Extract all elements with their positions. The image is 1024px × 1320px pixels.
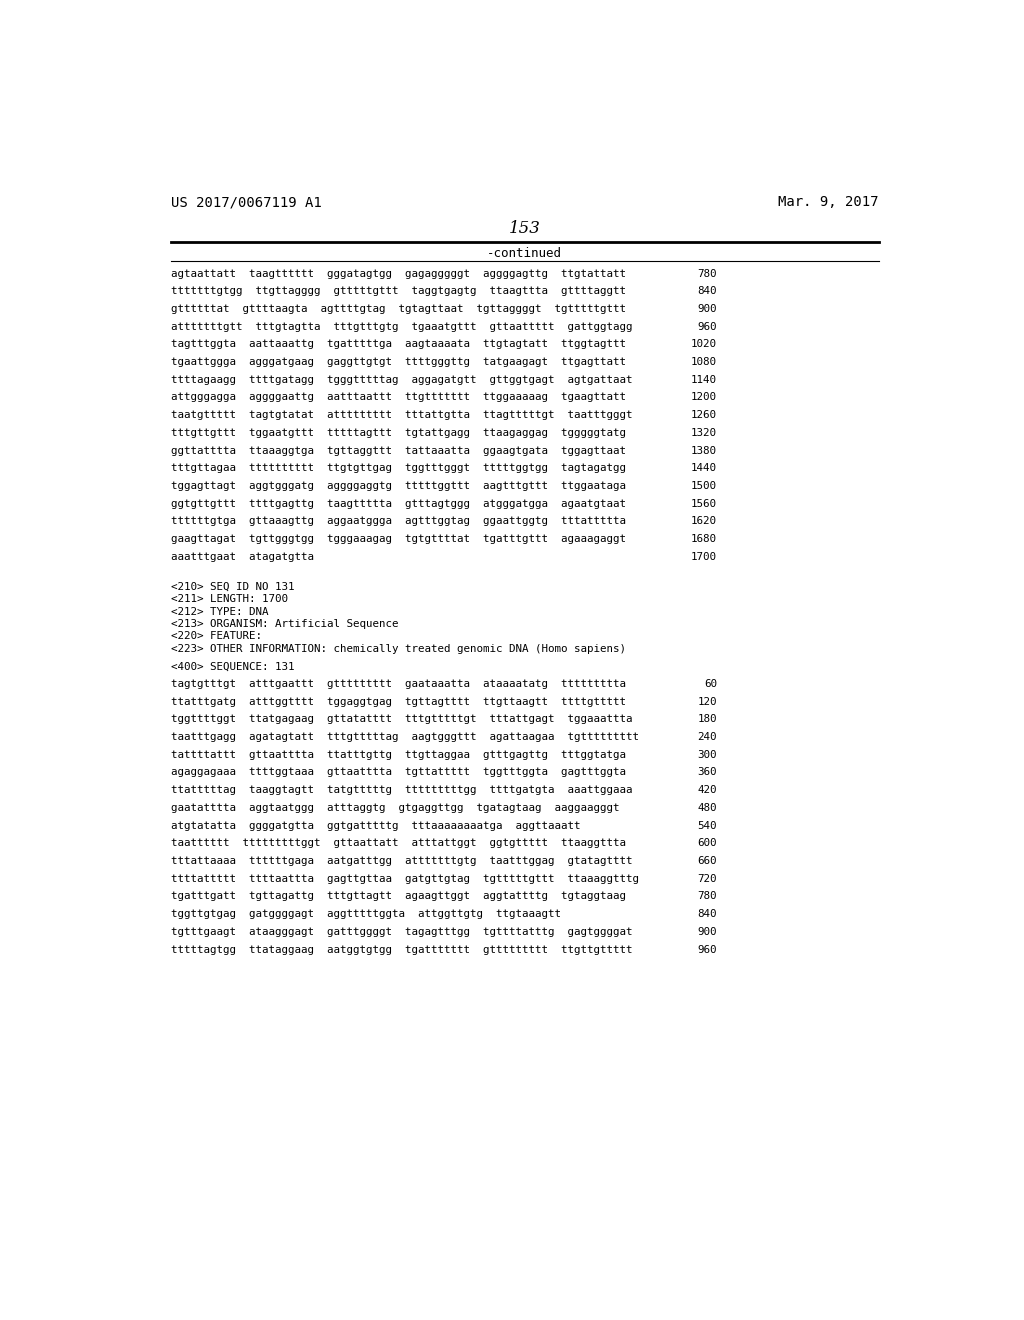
Text: 60: 60 bbox=[705, 678, 717, 689]
Text: 420: 420 bbox=[697, 785, 717, 795]
Text: ttttttgtga  gttaaagttg  aggaatggga  agtttggtag  ggaattggtg  tttattttta: ttttttgtga gttaaagttg aggaatggga agtttgg… bbox=[171, 516, 626, 527]
Text: tttgttagaa  tttttttttt  ttgtgttgag  tggtttgggt  tttttggtgg  tagtagatgg: tttgttagaa tttttttttt ttgtgttgag tggtttg… bbox=[171, 463, 626, 474]
Text: 960: 960 bbox=[697, 945, 717, 954]
Text: 1560: 1560 bbox=[691, 499, 717, 508]
Text: 1140: 1140 bbox=[691, 375, 717, 384]
Text: 1380: 1380 bbox=[691, 446, 717, 455]
Text: tagtttggta  aattaaattg  tgatttttga  aagtaaaata  ttgtagtatt  ttggtagttt: tagtttggta aattaaattg tgatttttga aagtaaa… bbox=[171, 339, 626, 350]
Text: taatttttt  tttttttttggt  gttaattatt  atttattggt  ggtgttttt  ttaaggttta: taatttttt tttttttttggt gttaattatt atttat… bbox=[171, 838, 626, 849]
Text: <210> SEQ ID NO 131: <210> SEQ ID NO 131 bbox=[171, 582, 294, 591]
Text: <400> SEQUENCE: 131: <400> SEQUENCE: 131 bbox=[171, 663, 294, 672]
Text: ggtgttgttt  ttttgagttg  taagttttta  gtttagtggg  atgggatgga  agaatgtaat: ggtgttgttt ttttgagttg taagttttta gtttagt… bbox=[171, 499, 626, 508]
Text: ttatttgatg  atttggtttt  tggaggtgag  tgttagtttt  ttgttaagtt  ttttgttttt: ttatttgatg atttggtttt tggaggtgag tgttagt… bbox=[171, 697, 626, 706]
Text: 180: 180 bbox=[697, 714, 717, 725]
Text: taatgttttt  tagtgtatat  attttttttt  tttattgtta  ttagtttttgt  taatttgggt: taatgttttt tagtgtatat attttttttt tttattg… bbox=[171, 411, 632, 420]
Text: tttattaaaa  ttttttgaga  aatgatttgg  atttttttgtg  taatttggag  gtatagtttt: tttattaaaa ttttttgaga aatgatttgg atttttt… bbox=[171, 855, 632, 866]
Text: 720: 720 bbox=[697, 874, 717, 883]
Text: 840: 840 bbox=[697, 909, 717, 919]
Text: 153: 153 bbox=[509, 220, 541, 238]
Text: tgtttgaagt  ataagggagt  gatttggggt  tagagtttgg  tgttttatttg  gagtggggat: tgtttgaagt ataagggagt gatttggggt tagagtt… bbox=[171, 927, 632, 937]
Text: 300: 300 bbox=[697, 750, 717, 760]
Text: 1200: 1200 bbox=[691, 392, 717, 403]
Text: 120: 120 bbox=[697, 697, 717, 706]
Text: tattttattt  gttaatttta  ttatttgttg  ttgttaggaa  gtttgagttg  tttggtatga: tattttattt gttaatttta ttatttgttg ttgttag… bbox=[171, 750, 626, 760]
Text: 660: 660 bbox=[697, 855, 717, 866]
Text: 1440: 1440 bbox=[691, 463, 717, 474]
Text: tgaattggga  agggatgaag  gaggttgtgt  ttttgggttg  tatgaagagt  ttgagttatt: tgaattggga agggatgaag gaggttgtgt ttttggg… bbox=[171, 358, 626, 367]
Text: tggagttagt  aggtgggatg  aggggaggtg  tttttggttt  aagtttgttt  ttggaataga: tggagttagt aggtgggatg aggggaggtg tttttgg… bbox=[171, 480, 626, 491]
Text: <220> FEATURE:: <220> FEATURE: bbox=[171, 631, 261, 642]
Text: tttttttgtgg  ttgttagggg  gtttttgttt  taggtgagtg  ttaagttta  gttttaggtt: tttttttgtgg ttgttagggg gtttttgttt taggtg… bbox=[171, 286, 626, 296]
Text: <213> ORGANISM: Artificial Sequence: <213> ORGANISM: Artificial Sequence bbox=[171, 619, 398, 628]
Text: tggttgtgag  gatggggagt  aggtttttggta  attggttgtg  ttgtaaagtt: tggttgtgag gatggggagt aggtttttggta attgg… bbox=[171, 909, 560, 919]
Text: 1680: 1680 bbox=[691, 535, 717, 544]
Text: 480: 480 bbox=[697, 803, 717, 813]
Text: ggttatttta  ttaaaggtga  tgttaggttt  tattaaatta  ggaagtgata  tggagttaat: ggttatttta ttaaaggtga tgttaggttt tattaaa… bbox=[171, 446, 626, 455]
Text: ttttagaagg  ttttgatagg  tgggtttttag  aggagatgtt  gttggtgagt  agtgattaat: ttttagaagg ttttgatagg tgggtttttag aggaga… bbox=[171, 375, 632, 384]
Text: ttatttttag  taaggtagtt  tatgtttttg  tttttttttgg  ttttgatgta  aaattggaaa: ttatttttag taaggtagtt tatgtttttg ttttttt… bbox=[171, 785, 632, 795]
Text: <223> OTHER INFORMATION: chemically treated genomic DNA (Homo sapiens): <223> OTHER INFORMATION: chemically trea… bbox=[171, 644, 626, 653]
Text: 1020: 1020 bbox=[691, 339, 717, 350]
Text: gaagttagat  tgttgggtgg  tgggaaagag  tgtgttttat  tgatttgttt  agaaagaggt: gaagttagat tgttgggtgg tgggaaagag tgtgttt… bbox=[171, 535, 626, 544]
Text: 1700: 1700 bbox=[691, 552, 717, 562]
Text: tttgttgttt  tggaatgttt  tttttagttt  tgtattgagg  ttaagaggag  tgggggtatg: tttgttgttt tggaatgttt tttttagttt tgtattg… bbox=[171, 428, 626, 438]
Text: agtaattatt  taagtttttt  gggatagtgg  gagagggggt  aggggagttg  ttgtattatt: agtaattatt taagtttttt gggatagtgg gagaggg… bbox=[171, 268, 626, 279]
Text: 780: 780 bbox=[697, 891, 717, 902]
Text: 1500: 1500 bbox=[691, 480, 717, 491]
Text: 1320: 1320 bbox=[691, 428, 717, 438]
Text: 960: 960 bbox=[697, 322, 717, 331]
Text: tgatttgatt  tgttagattg  tttgttagtt  agaagttggt  aggtattttg  tgtaggtaag: tgatttgatt tgttagattg tttgttagtt agaagtt… bbox=[171, 891, 626, 902]
Text: 900: 900 bbox=[697, 927, 717, 937]
Text: 840: 840 bbox=[697, 286, 717, 296]
Text: 540: 540 bbox=[697, 821, 717, 830]
Text: ttttattttt  ttttaattta  gagttgttaa  gatgttgtag  tgtttttgttt  ttaaaggtttg: ttttattttt ttttaattta gagttgttaa gatgttg… bbox=[171, 874, 639, 883]
Text: 360: 360 bbox=[697, 767, 717, 777]
Text: tagtgtttgt  atttgaattt  gttttttttt  gaataaatta  ataaaatatg  ttttttttta: tagtgtttgt atttgaattt gttttttttt gaataaa… bbox=[171, 678, 626, 689]
Text: tggttttggt  ttatgagaag  gttatatttt  tttgtttttgt  tttattgagt  tggaaattta: tggttttggt ttatgagaag gttatatttt tttgttt… bbox=[171, 714, 632, 725]
Text: -continued: -continued bbox=[487, 247, 562, 260]
Text: atttttttgtt  tttgtagtta  tttgtttgtg  tgaaatgttt  gttaattttt  gattggtagg: atttttttgtt tttgtagtta tttgtttgtg tgaaat… bbox=[171, 322, 632, 331]
Text: <211> LENGTH: 1700: <211> LENGTH: 1700 bbox=[171, 594, 288, 605]
Text: 900: 900 bbox=[697, 304, 717, 314]
Text: 600: 600 bbox=[697, 838, 717, 849]
Text: gaatatttta  aggtaatggg  atttaggtg  gtgaggttgg  tgatagtaag  aaggaagggt: gaatatttta aggtaatggg atttaggtg gtgaggtt… bbox=[171, 803, 620, 813]
Text: aaatttgaat  atagatgtta: aaatttgaat atagatgtta bbox=[171, 552, 313, 562]
Text: 240: 240 bbox=[697, 733, 717, 742]
Text: Mar. 9, 2017: Mar. 9, 2017 bbox=[778, 195, 879, 210]
Text: 1080: 1080 bbox=[691, 358, 717, 367]
Text: US 2017/0067119 A1: US 2017/0067119 A1 bbox=[171, 195, 322, 210]
Text: agaggagaaa  ttttggtaaa  gttaatttta  tgttattttt  tggtttggta  gagtttggta: agaggagaaa ttttggtaaa gttaatttta tgttatt… bbox=[171, 767, 626, 777]
Text: atgtatatta  ggggatgtta  ggtgatttttg  tttaaaaaaaatga  aggttaaatt: atgtatatta ggggatgtta ggtgatttttg tttaaa… bbox=[171, 821, 581, 830]
Text: tttttagtgg  ttataggaag  aatggtgtgg  tgattttttt  gttttttttt  ttgttgttttt: tttttagtgg ttataggaag aatggtgtgg tgatttt… bbox=[171, 945, 632, 954]
Text: gttttttat  gttttaagta  agttttgtag  tgtagttaat  tgttaggggt  tgtttttgttt: gttttttat gttttaagta agttttgtag tgtagtta… bbox=[171, 304, 626, 314]
Text: <212> TYPE: DNA: <212> TYPE: DNA bbox=[171, 607, 268, 616]
Text: 1620: 1620 bbox=[691, 516, 717, 527]
Text: 1260: 1260 bbox=[691, 411, 717, 420]
Text: 780: 780 bbox=[697, 268, 717, 279]
Text: taatttgagg  agatagtatt  tttgtttttag  aagtgggttt  agattaagaa  tgttttttttt: taatttgagg agatagtatt tttgtttttag aagtgg… bbox=[171, 733, 639, 742]
Text: attgggagga  aggggaattg  aatttaattt  ttgttttttt  ttggaaaaag  tgaagttatt: attgggagga aggggaattg aatttaattt ttgtttt… bbox=[171, 392, 626, 403]
